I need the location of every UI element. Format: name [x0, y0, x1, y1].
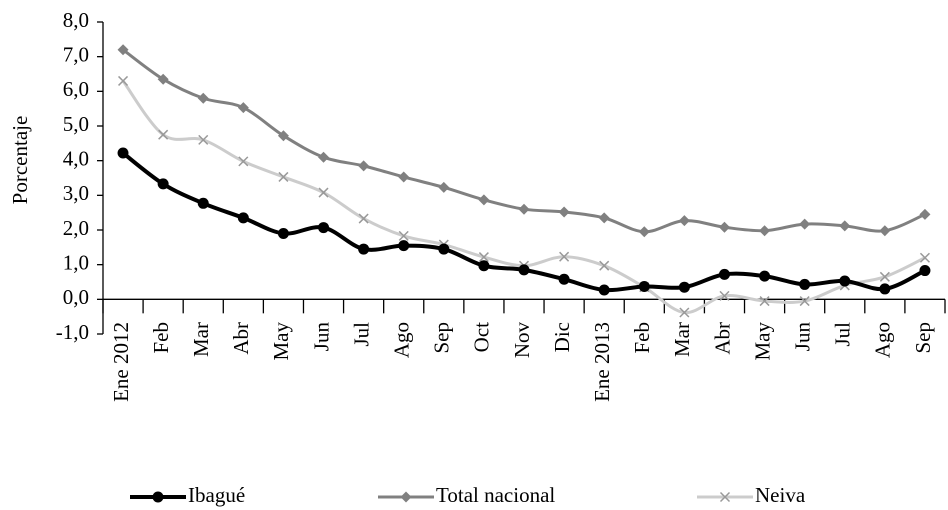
point — [718, 221, 730, 233]
point — [478, 194, 490, 206]
point — [117, 147, 129, 159]
point — [919, 208, 931, 220]
x-tick-label: Feb — [630, 322, 654, 354]
point — [157, 73, 169, 85]
x-tick-label: Ene 2012 — [109, 322, 133, 402]
point — [318, 187, 329, 198]
y-tick-label: 3,0 — [63, 181, 89, 205]
point — [197, 92, 209, 104]
point — [197, 197, 209, 209]
x-tick-label: Jun — [790, 322, 814, 352]
point — [398, 240, 410, 252]
y-tick-label: 0,0 — [63, 285, 89, 309]
y-axis-label: Porcentaje — [8, 116, 32, 205]
point — [718, 268, 730, 280]
point — [358, 243, 370, 255]
legend-label: Neiva — [755, 483, 806, 507]
point — [358, 213, 369, 224]
point — [799, 218, 811, 230]
point — [118, 75, 129, 86]
point — [438, 181, 450, 193]
point — [598, 284, 610, 296]
x-tick-label: May — [269, 322, 293, 361]
x-tick-label: May — [750, 322, 774, 361]
point — [278, 171, 289, 182]
point — [358, 160, 370, 172]
point — [919, 265, 931, 277]
y-tick-label: -1,0 — [56, 320, 89, 344]
point — [518, 203, 530, 215]
point — [158, 129, 169, 140]
x-tick-label: Feb — [149, 322, 173, 354]
point — [198, 134, 209, 145]
x-tick-label: Dic — [550, 322, 574, 352]
point — [678, 281, 690, 293]
point — [117, 44, 129, 56]
x-tick-label: Mar — [670, 322, 694, 357]
point — [799, 278, 811, 290]
x-tick-label: Jul — [831, 322, 855, 347]
x-tick-label: Abr — [710, 322, 734, 355]
x-tick-label: Jul — [349, 322, 373, 347]
y-tick-label: 4,0 — [63, 146, 89, 170]
legend-label: Total nacional — [436, 483, 555, 507]
point — [318, 151, 330, 163]
point — [157, 178, 169, 190]
y-tick-label: 5,0 — [63, 112, 89, 136]
point — [638, 281, 650, 293]
point — [238, 156, 249, 167]
point — [277, 130, 289, 142]
point — [318, 222, 330, 234]
point — [719, 290, 730, 301]
point — [277, 227, 289, 239]
point — [839, 220, 851, 232]
point — [759, 225, 771, 237]
series-line — [121, 80, 926, 315]
x-tick-label: Oct — [470, 322, 494, 352]
point — [879, 271, 890, 282]
point — [879, 283, 891, 295]
point — [759, 270, 771, 282]
legend-label: Ibagué — [188, 483, 245, 507]
point — [559, 251, 570, 262]
x-tick-label: Sep — [911, 322, 935, 354]
y-tick-label: 7,0 — [63, 42, 89, 66]
x-tick-label: Ago — [871, 322, 895, 358]
point — [398, 230, 409, 241]
x-tick-label: Sep — [430, 322, 454, 354]
point — [799, 296, 810, 307]
point — [518, 264, 530, 276]
point — [678, 215, 690, 227]
point — [879, 225, 891, 237]
legend-marker — [719, 491, 731, 503]
x-tick-label: Abr — [229, 322, 253, 355]
point — [598, 212, 610, 224]
y-tick-label: 6,0 — [63, 77, 89, 101]
legend-marker — [152, 491, 164, 503]
point — [839, 275, 851, 287]
x-tick-label: Mar — [189, 322, 213, 357]
point — [558, 273, 570, 285]
point — [558, 206, 570, 218]
point — [398, 171, 410, 183]
point — [438, 243, 450, 255]
y-tick-label: 2,0 — [63, 216, 89, 240]
point — [237, 102, 249, 114]
point — [599, 260, 610, 271]
x-tick-label: Nov — [510, 322, 534, 359]
point — [478, 252, 489, 263]
x-tick-label: Ene 2013 — [590, 322, 614, 402]
point — [237, 212, 249, 224]
y-tick-label: 1,0 — [63, 250, 89, 274]
legend-marker — [400, 491, 412, 503]
point — [478, 260, 490, 272]
point — [759, 296, 770, 307]
point — [919, 252, 930, 263]
point — [679, 307, 690, 318]
x-tick-label: Ago — [390, 322, 414, 358]
x-tick-label: Jun — [309, 322, 333, 352]
point — [638, 226, 650, 238]
y-tick-label: 8,0 — [63, 8, 89, 32]
